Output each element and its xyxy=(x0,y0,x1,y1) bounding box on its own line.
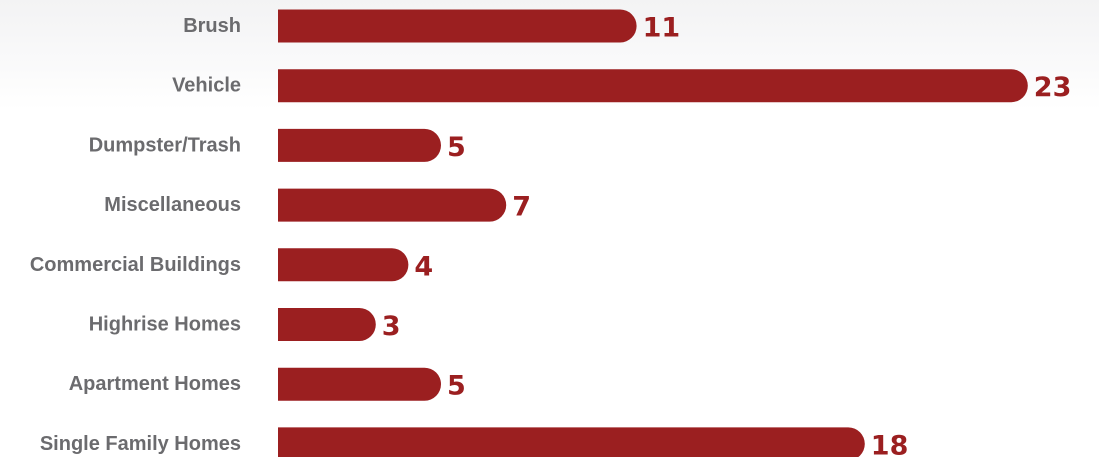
bar-apartment-homes xyxy=(278,367,442,401)
category-label-commercial-buildings: Commercial Buildings xyxy=(30,254,241,276)
value-label-commercial-buildings: 4 xyxy=(414,251,433,282)
category-label-brush: Brush xyxy=(183,15,241,37)
bar-single-family-homes xyxy=(278,427,865,457)
value-label-highrise-homes: 3 xyxy=(382,311,401,342)
bar-brush xyxy=(278,9,637,43)
category-label-miscellaneous: Miscellaneous xyxy=(104,194,241,216)
bar-miscellaneous xyxy=(278,188,507,222)
chart-rows: Brush 11 Vehicle 23 Dumpster/Trash 5 Miscellan… xyxy=(30,9,1072,457)
value-label-single-family-homes: 18 xyxy=(871,430,909,457)
category-label-apartment-homes: Apartment Homes xyxy=(69,373,241,395)
value-label-miscellaneous: 7 xyxy=(512,192,531,223)
value-label-vehicle: 23 xyxy=(1034,72,1072,103)
value-label-dumpster-trash: 5 xyxy=(447,132,466,163)
bar-commercial-buildings xyxy=(278,248,409,282)
category-label-single-family-homes: Single Family Homes xyxy=(40,433,241,455)
category-label-dumpster-trash: Dumpster/Trash xyxy=(89,134,241,156)
bar-dumpster-trash xyxy=(278,128,442,162)
bar-highrise-homes xyxy=(278,308,376,341)
value-label-apartment-homes: 5 xyxy=(447,371,466,402)
category-label-vehicle: Vehicle xyxy=(172,75,241,97)
category-label-highrise-homes: Highrise Homes xyxy=(89,314,241,336)
bar-vehicle xyxy=(278,69,1028,103)
value-label-brush: 11 xyxy=(643,13,681,44)
